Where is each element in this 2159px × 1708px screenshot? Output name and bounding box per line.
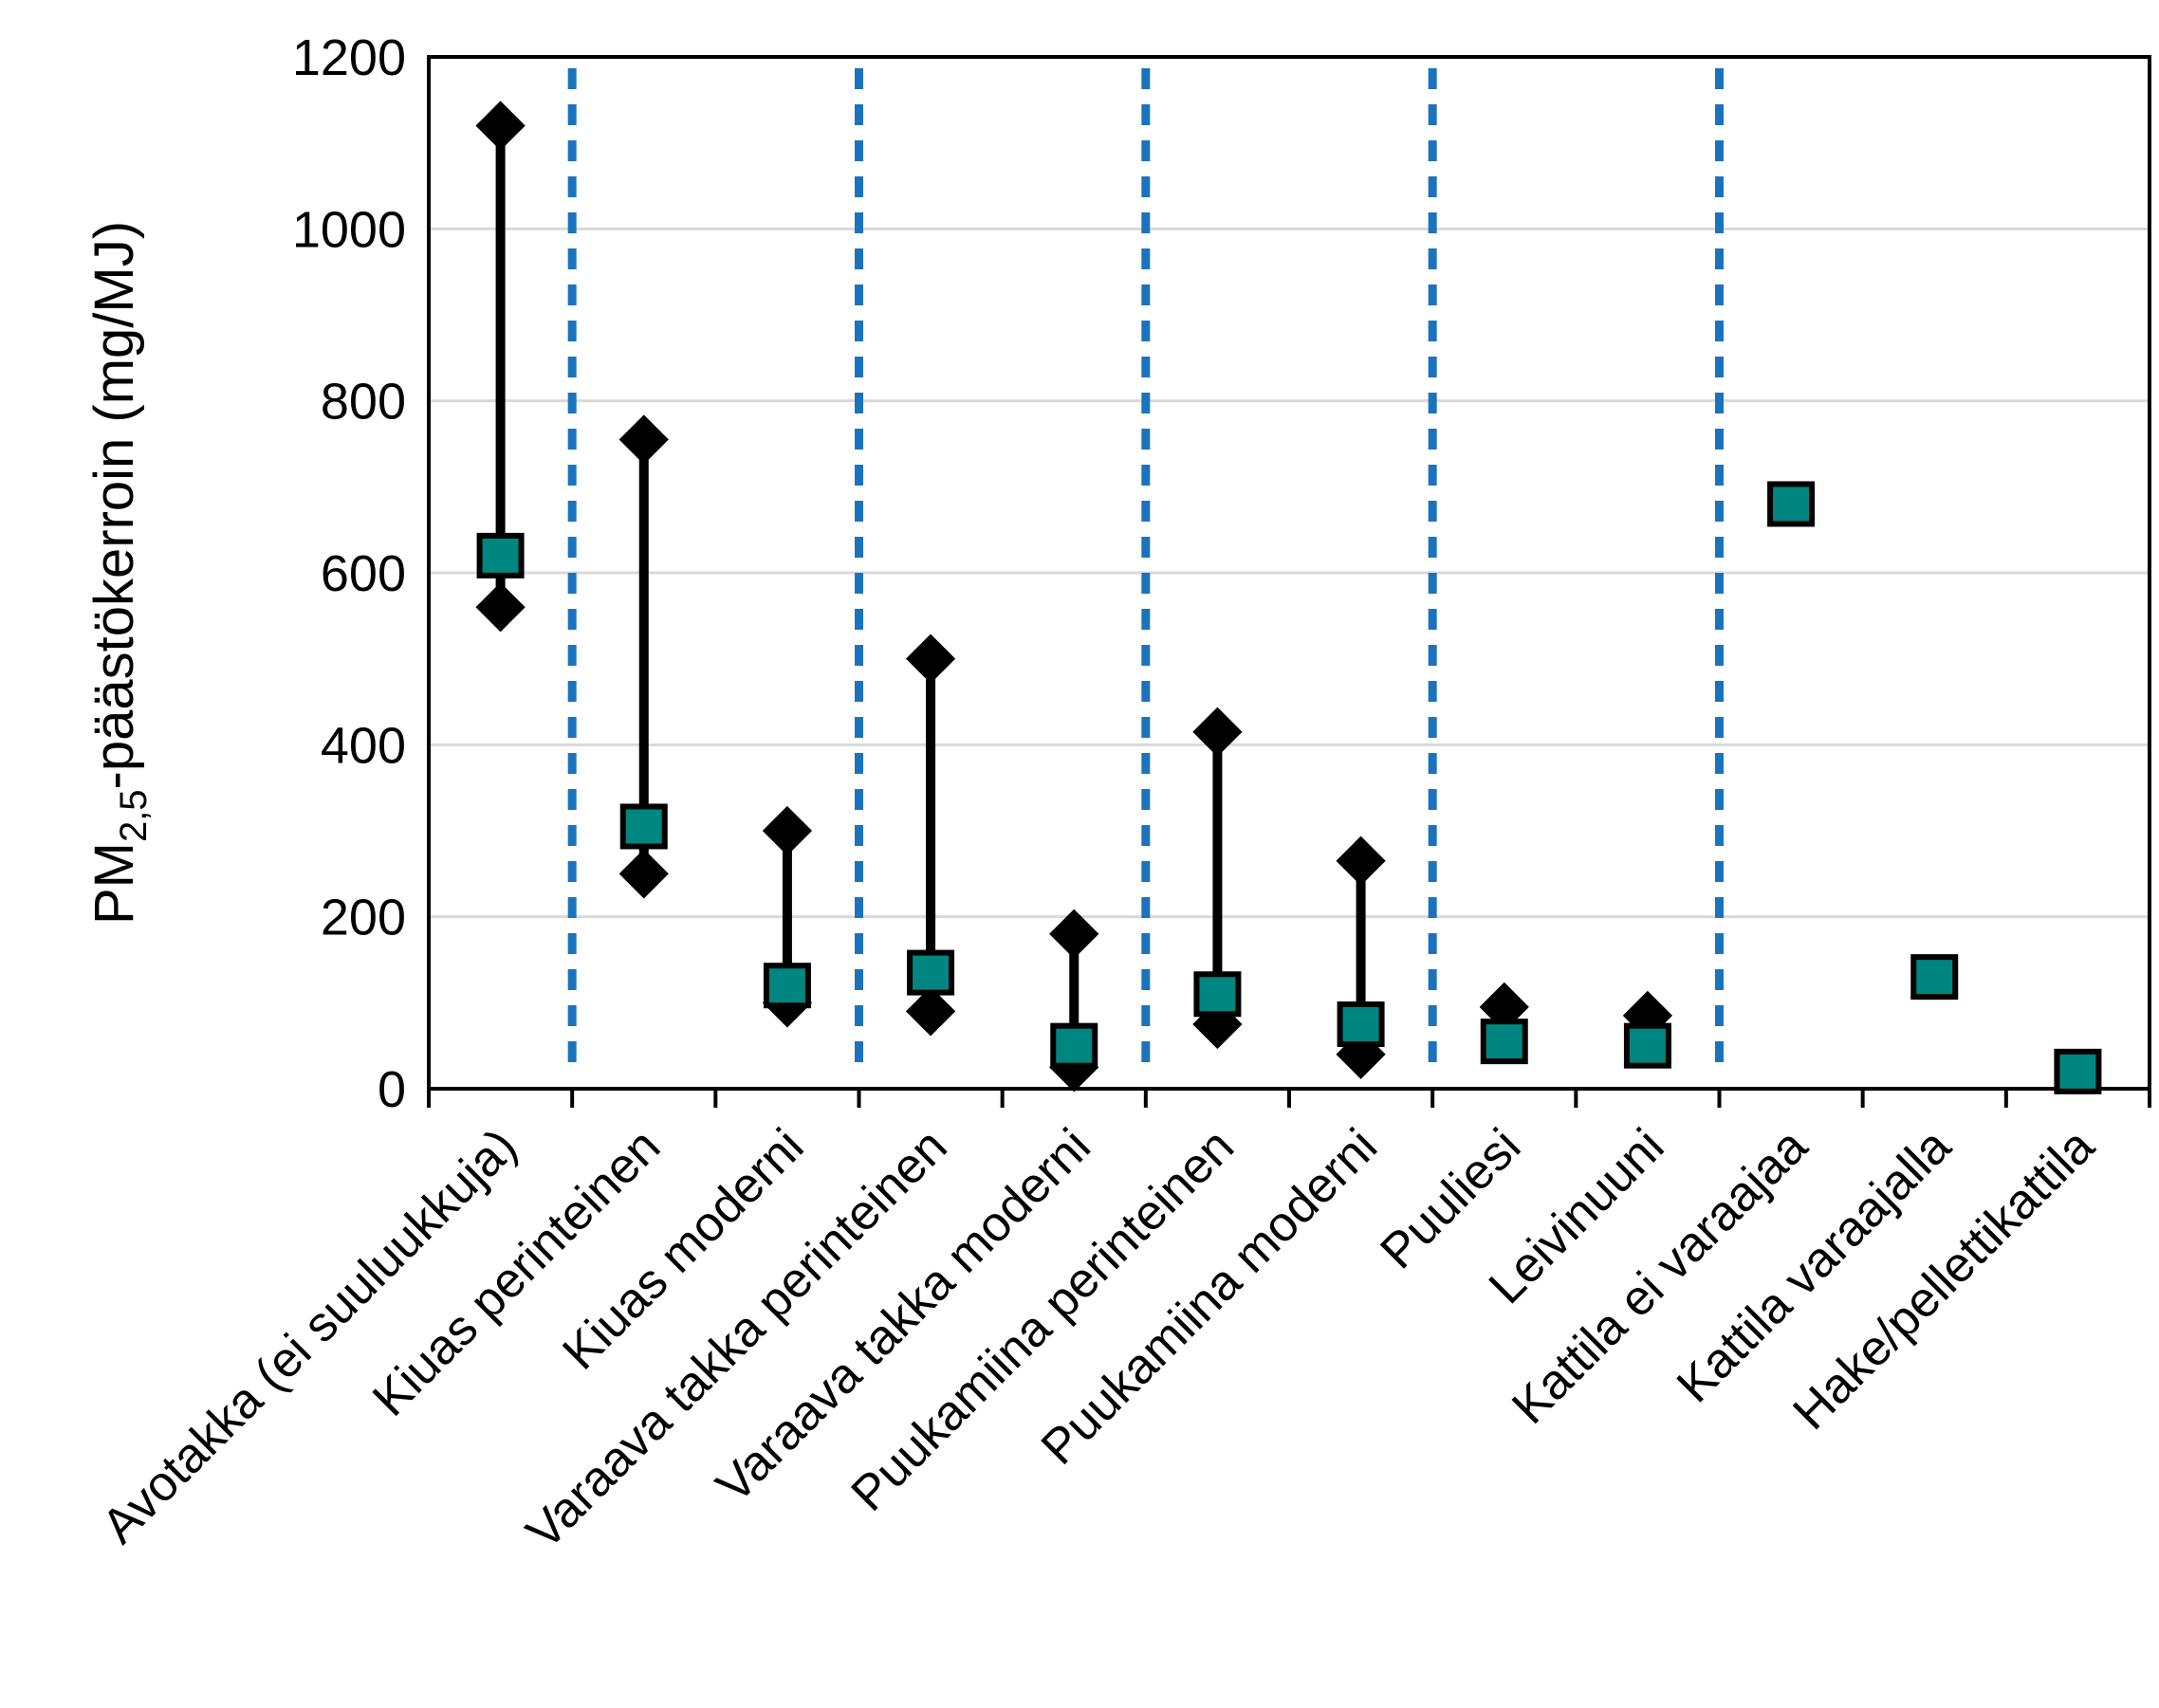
- category-markers-5: [1192, 707, 1243, 1050]
- category-markers-2: [762, 805, 813, 1028]
- max-diamond-marker: [1192, 707, 1243, 757]
- mean-square-marker: [1480, 1019, 1528, 1065]
- category-markers-4: [1049, 909, 1099, 1093]
- category-markers-10: [1910, 954, 1959, 1001]
- max-diamond-marker: [1049, 909, 1099, 959]
- max-diamond-marker: [1336, 836, 1386, 886]
- category-markers-11: [2054, 1048, 2102, 1094]
- mean-square-marker: [1910, 954, 1959, 1001]
- mean-square-marker: [476, 532, 525, 579]
- y-tick-label-0: 0: [378, 1061, 406, 1118]
- y-tick-label-400: 400: [321, 717, 406, 774]
- max-diamond-marker: [475, 101, 526, 151]
- y-tick-label-800: 800: [321, 374, 406, 431]
- mean-square-marker: [1767, 481, 1816, 527]
- mean-square-marker: [763, 963, 811, 1009]
- y-tick-label-600: 600: [321, 545, 406, 602]
- mean-square-marker: [1193, 971, 1242, 1018]
- category-markers-7: [1479, 982, 1529, 1065]
- min-diamond-marker: [905, 986, 956, 1037]
- category-markers-8: [1622, 990, 1673, 1069]
- mean-square-marker: [619, 803, 668, 850]
- min-diamond-marker: [475, 582, 526, 633]
- y-gridlines: [429, 227, 2150, 919]
- y-tick-labels: 0 200 400 600 800 1000 1200: [292, 29, 406, 1118]
- y-tick-label-200: 200: [321, 890, 406, 946]
- category-markers-6: [1336, 836, 1386, 1079]
- category-markers-0: [475, 101, 526, 633]
- min-diamond-marker: [618, 849, 669, 899]
- category-markers-3: [905, 634, 956, 1037]
- mean-square-marker: [1050, 1022, 1098, 1069]
- mean-square-marker: [1623, 1022, 1671, 1069]
- max-diamond-marker: [618, 414, 669, 465]
- group-separators: [567, 68, 1724, 1074]
- max-diamond-marker: [905, 634, 956, 684]
- mean-square-marker: [907, 949, 955, 996]
- category-markers-9: [1767, 481, 1816, 527]
- mean-square-marker: [1337, 1001, 1385, 1047]
- y-tick-label-1200: 1200: [292, 29, 406, 86]
- x-axis-ticks: [427, 1089, 2151, 1108]
- y-axis-title: PM2,5-päästökerroin (mg/MJ): [83, 221, 155, 925]
- category-markers-1: [618, 414, 669, 899]
- y-tick-label-1000: 1000: [292, 201, 406, 258]
- mean-square-marker: [2054, 1048, 2102, 1094]
- max-diamond-marker: [762, 805, 813, 856]
